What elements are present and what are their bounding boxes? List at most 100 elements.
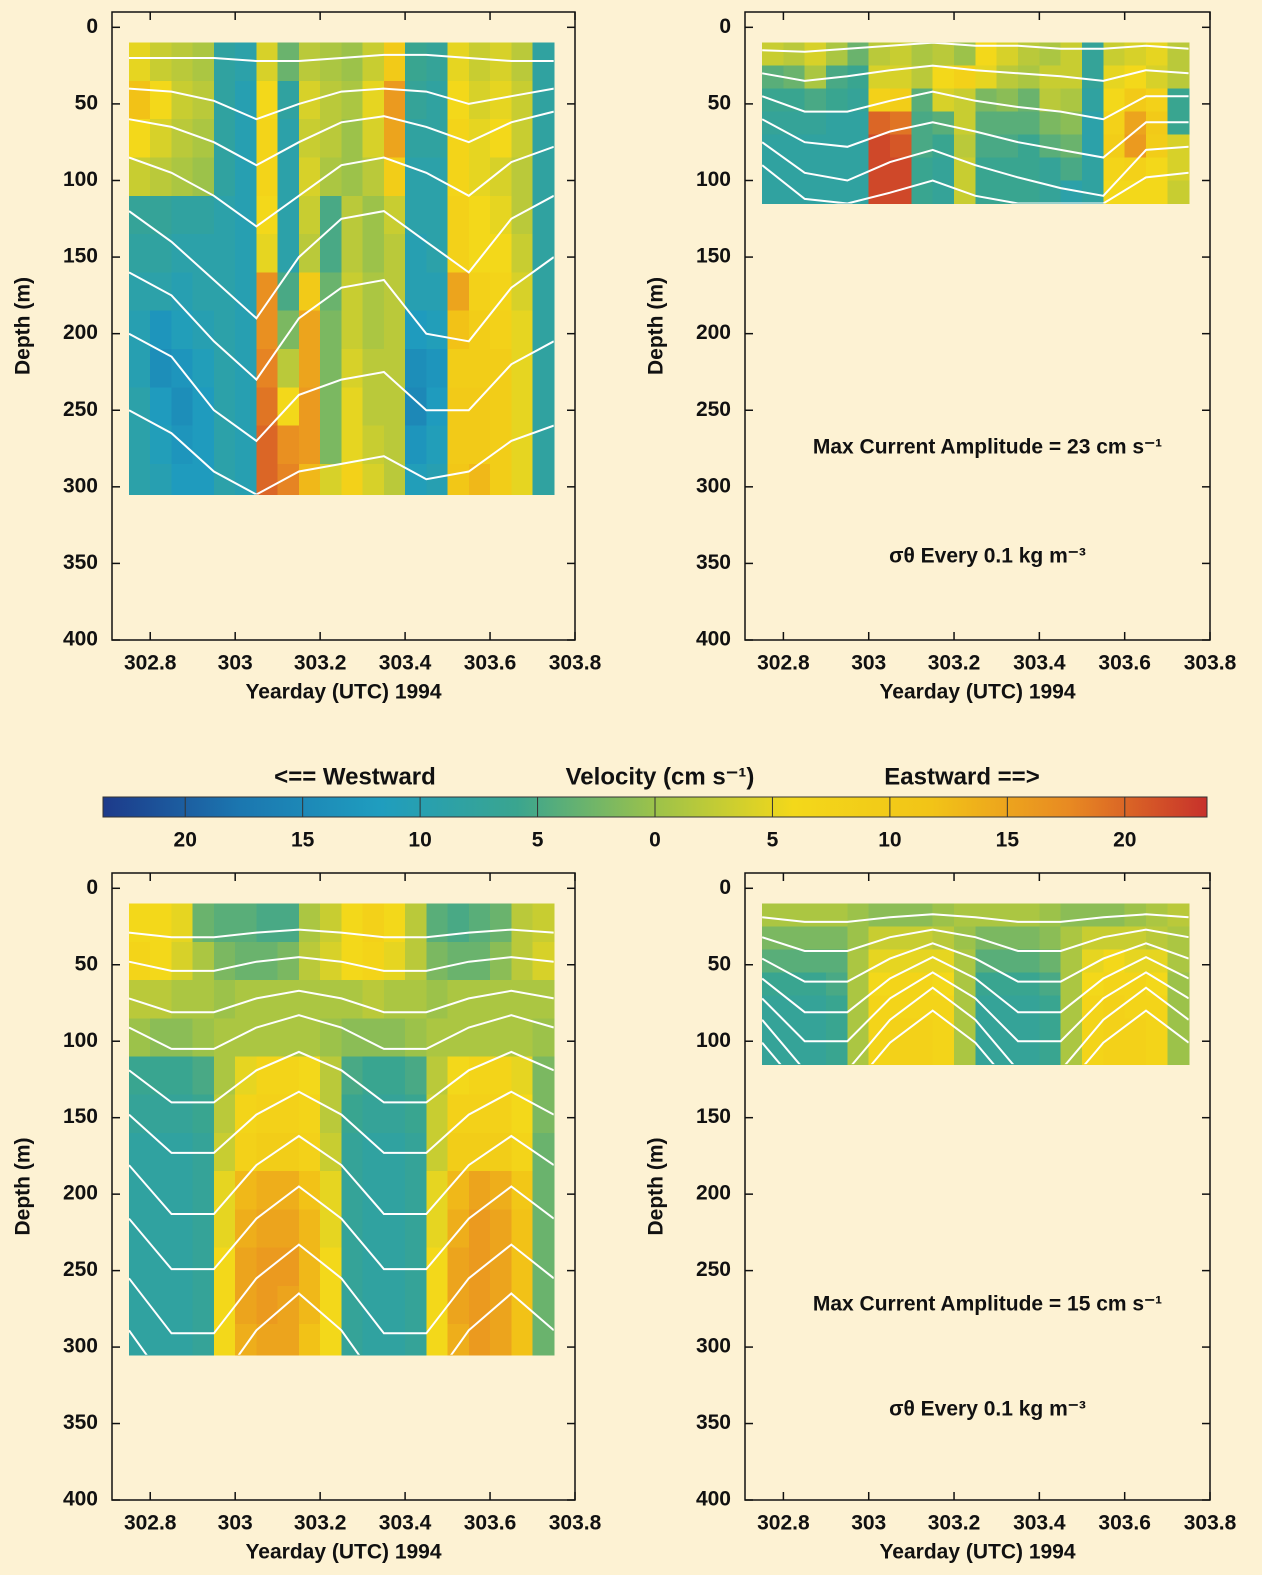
- heatmap-cell: [468, 234, 491, 273]
- heatmap-cell: [150, 903, 173, 943]
- heatmap-cell: [128, 1056, 151, 1096]
- heatmap-cell: [826, 180, 848, 205]
- x-tick-label: 302.8: [757, 1512, 810, 1535]
- heatmap-cell: [890, 926, 912, 951]
- heatmap-cell: [128, 195, 151, 235]
- heatmap-cell: [511, 42, 534, 82]
- y-tick-label: 0: [86, 15, 98, 38]
- heatmap-cell: [532, 1094, 555, 1134]
- heatmap-cell: [150, 157, 173, 197]
- heatmap-cell: [405, 1018, 427, 1058]
- heatmap-cell: [426, 234, 449, 273]
- heatmap-cell: [192, 941, 215, 981]
- heatmap-cell: [1018, 972, 1040, 996]
- heatmap-cell: [847, 903, 870, 928]
- heatmap-cell: [150, 119, 173, 159]
- heatmap-cell: [1039, 972, 1062, 996]
- y-tick-label: 0: [86, 876, 98, 899]
- heatmap-cell: [1018, 88, 1040, 113]
- heatmap-cell: [128, 1171, 151, 1211]
- y-tick-label: 250: [63, 398, 98, 421]
- heatmap-cell: [320, 1285, 342, 1325]
- heatmap-cell: [383, 1247, 406, 1287]
- heatmap-cell: [150, 1132, 173, 1172]
- heatmap-cell: [405, 1171, 427, 1211]
- colorbar-tick-label: 15: [996, 829, 1020, 852]
- heatmap-cell: [171, 234, 194, 273]
- heatmap-cell: [532, 1247, 555, 1287]
- heatmap-cell: [447, 1209, 470, 1249]
- x-tick-label: 302.8: [757, 652, 810, 675]
- heatmap-cell: [213, 1209, 236, 1249]
- heatmap-cell: [468, 119, 491, 159]
- heatmap-cell: [1082, 134, 1104, 159]
- heatmap-cell: [783, 903, 806, 928]
- heatmap-cell: [511, 1018, 534, 1058]
- heatmap-cell: [511, 1056, 534, 1096]
- heatmap-cell: [256, 1209, 279, 1249]
- heatmap-cell: [213, 234, 236, 273]
- x-tick-label: 303: [851, 1512, 886, 1535]
- heatmap-cell: [1018, 903, 1040, 928]
- heatmap-cell: [996, 949, 1019, 974]
- heatmap-cell: [298, 157, 321, 197]
- heatmap-cell: [847, 1041, 870, 1065]
- heatmap-cell: [277, 463, 300, 496]
- y-tick-label: 100: [63, 1029, 98, 1052]
- heatmap-cell: [996, 926, 1019, 951]
- heatmap-cell: [362, 1018, 385, 1058]
- isopycnal-contour: [762, 42, 1189, 53]
- heatmap-cell: [447, 941, 470, 981]
- heatmap-cell: [932, 1018, 955, 1042]
- isopycnal-contour: [128, 1090, 554, 1154]
- heatmap-cell: [362, 272, 385, 312]
- heatmap-cell: [762, 111, 784, 136]
- heatmap-cell: [1018, 1041, 1040, 1065]
- heatmap-cell: [1167, 1041, 1190, 1065]
- heatmap-cell: [426, 42, 449, 82]
- heatmap-cell: [447, 425, 470, 465]
- heatmap-cell: [256, 1018, 279, 1058]
- heatmap-cell: [320, 195, 342, 235]
- heatmap-cell: [426, 119, 449, 159]
- heatmap-cell: [511, 387, 534, 427]
- heatmap-cell: [341, 80, 364, 120]
- heatmap-cell: [890, 903, 912, 928]
- heatmap-cell: [932, 949, 955, 974]
- heatmap-cell: [277, 980, 300, 1019]
- heatmap-cell: [383, 1285, 406, 1325]
- heatmap-cell: [171, 463, 194, 496]
- heatmap-cell: [1167, 995, 1190, 1019]
- heatmap-cell: [235, 1094, 258, 1134]
- heatmap-cell: [192, 1324, 215, 1356]
- annotation: σθ Every 0.1 kg m⁻³: [889, 1398, 1086, 1421]
- y-tick-label: 100: [696, 168, 731, 191]
- heatmap-cell: [447, 234, 470, 273]
- contours: [762, 913, 1189, 1065]
- heatmap-cell: [890, 1018, 912, 1042]
- heatmap-cell: [341, 387, 364, 427]
- heatmap-cell: [1039, 949, 1062, 974]
- isopycnal-contour: [128, 145, 554, 228]
- y-axis-label: Depth (m): [12, 277, 35, 375]
- heatmap-cell: [256, 310, 279, 350]
- x-tick-label: 302.8: [124, 1512, 177, 1535]
- heatmap-cell: [511, 310, 534, 350]
- heatmap-cell: [1167, 180, 1190, 205]
- heatmap-cell: [783, 134, 806, 159]
- heatmap-cell: [171, 1056, 194, 1096]
- heatmap-cell: [1018, 65, 1040, 90]
- y-tick-label: 0: [719, 15, 731, 38]
- heatmap-cell: [256, 903, 279, 943]
- heatmap-cell: [383, 195, 406, 235]
- heatmap-cell: [128, 941, 151, 981]
- y-tick-label: 400: [696, 1488, 731, 1511]
- heatmap-cell: [447, 1285, 470, 1325]
- heatmap-cell: [847, 995, 870, 1019]
- heatmap-cell: [954, 903, 976, 928]
- heatmap-cell: [1146, 180, 1168, 205]
- heatmap-cell: [868, 42, 891, 67]
- heatmap-cell: [192, 272, 215, 312]
- heatmap-cell: [847, 180, 870, 205]
- heatmap-cell: [320, 42, 342, 82]
